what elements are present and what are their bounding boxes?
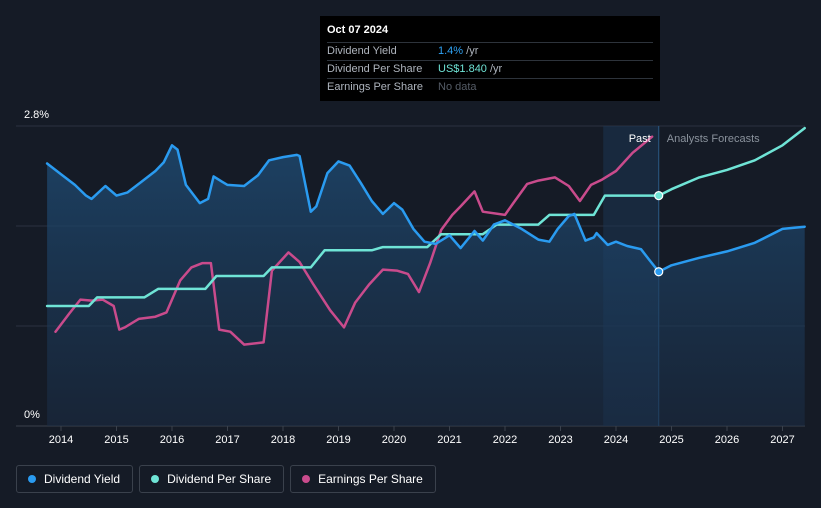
past-label: Past: [629, 133, 651, 145]
x-tick-label: 2023: [548, 434, 572, 446]
y-tick-label-bottom: 0%: [24, 409, 40, 421]
series-layer: [45, 126, 806, 427]
x-tick-label: 2019: [326, 434, 350, 446]
tooltip-row-earnings-per-share: Earnings Per Share No data: [327, 78, 653, 96]
analysts-forecasts-label: Analysts Forecasts: [667, 133, 760, 145]
legend-item-dividend-per-share[interactable]: Dividend Per Share: [139, 465, 285, 493]
tooltip-value: No data: [438, 81, 477, 93]
dividend-yield-line: [45, 144, 806, 273]
legend-label: Dividend Per Share: [167, 472, 272, 486]
tooltip-date: Oct 07 2024: [327, 24, 389, 36]
x-tick-label: 2020: [382, 434, 406, 446]
x-tick-label: 2027: [770, 434, 794, 446]
tooltip-label: Dividend Yield: [327, 45, 397, 57]
x-tick-label: 2016: [160, 434, 184, 446]
tooltip-row-dividend-yield: Dividend Yield 1.4% /yr: [327, 42, 653, 60]
dividend-yield-marker: [654, 267, 664, 277]
earnings-per-share-line: [54, 135, 654, 346]
x-tick-label: 2026: [715, 434, 739, 446]
tooltip-value: US$1.840: [438, 63, 487, 75]
hover-tooltip: Oct 07 2024 Dividend Yield 1.4% /yr Divi…: [320, 16, 660, 101]
legend-item-earnings-per-share[interactable]: Earnings Per Share: [290, 465, 436, 493]
tooltip-row-dividend-per-share: Dividend Per Share US$1.840 /yr: [327, 60, 653, 78]
legend-dot-icon: [28, 475, 36, 483]
tooltip-label: Dividend Per Share: [327, 63, 423, 75]
tooltip-value: 1.4%: [438, 45, 464, 57]
dividend-per-share-marker: [654, 191, 664, 201]
legend-item-dividend-yield[interactable]: Dividend Yield: [16, 465, 134, 493]
legend: Dividend Yield Dividend Per Share Earnin…: [16, 465, 436, 493]
x-tick-label: 2015: [104, 434, 128, 446]
legend-dot-icon: [151, 475, 160, 483]
legend-dot-icon: [302, 475, 311, 483]
y-tick-label-top: 2.8%: [24, 109, 49, 121]
dividend-yield-area: [47, 145, 805, 427]
x-axis: 2014 2015 2016 2017 2018 2019 2020 2021 2022 2023…: [49, 426, 795, 446]
x-tick-label: 2014: [49, 434, 73, 446]
x-tick-label: 2022: [493, 434, 517, 446]
x-tick-label: 2024: [604, 434, 628, 446]
x-tick-label: 2021: [437, 434, 461, 446]
dividend-per-share-line: [45, 126, 806, 308]
tooltip-suffix: /yr: [486, 63, 503, 75]
x-tick-label: 2018: [271, 434, 295, 446]
tooltip-label: Earnings Per Share: [327, 81, 423, 93]
x-tick-label: 2025: [659, 434, 683, 446]
tooltip-suffix: /yr: [463, 45, 479, 57]
x-tick-label: 2017: [215, 434, 239, 446]
legend-label: Dividend Yield: [44, 472, 121, 486]
legend-label: Earnings Per Share: [318, 472, 423, 486]
